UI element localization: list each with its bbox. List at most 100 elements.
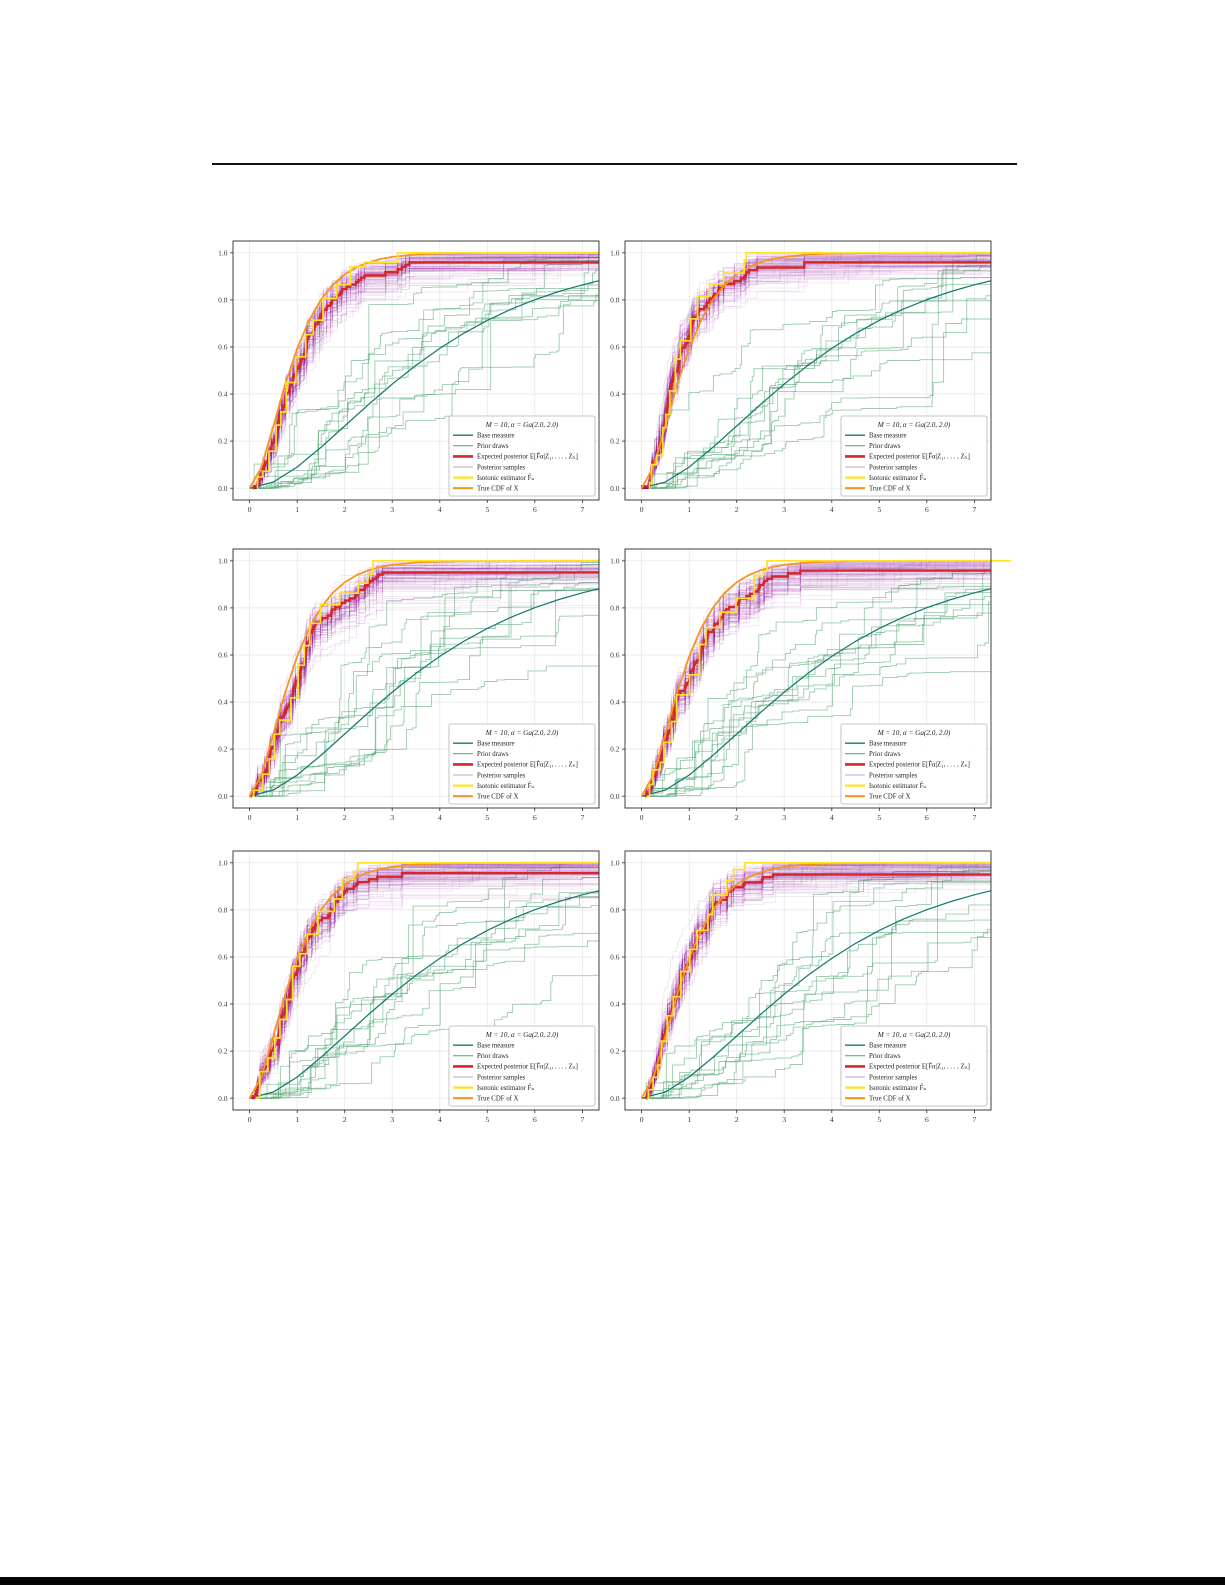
legend-entry-label: Isotonic estimator F̂ₙ — [869, 1085, 926, 1092]
y-tick-label: 0.0 — [610, 1094, 620, 1103]
legend-entry-label: Isotonic estimator F̂ₙ — [477, 783, 534, 790]
legend-entry-label: Prior draws — [869, 1053, 901, 1060]
legend-entry-label: Isotonic estimator F̂ₙ — [477, 475, 534, 482]
legend-title: M = 10, α = Ga(2.0, 2.0) — [877, 729, 951, 737]
x-tick-label: 4 — [830, 813, 834, 822]
x-tick-label: 3 — [390, 813, 394, 822]
x-tick-label: 1 — [295, 1115, 299, 1124]
x-tick-label: 5 — [485, 1115, 489, 1124]
y-tick-label: 0.4 — [218, 390, 228, 399]
legend: M = 10, α = Ga(2.0, 2.0) Base measure Prio… — [448, 723, 596, 805]
cdf-panel-r2c1: 0 1 2 3 4 5 6 7 0.0 0.2 0.4 0.6 0.8 1.0 M = 10, α = Ga… — [218, 548, 600, 822]
x-tick-label: 3 — [782, 813, 786, 822]
x-tick-label: 1 — [687, 813, 691, 822]
y-tick-label: 0.6 — [610, 343, 620, 352]
isotonic-estimator-line — [251, 559, 599, 798]
legend-entry-label: Base measure — [869, 1043, 907, 1050]
y-tick-label: 0.2 — [610, 437, 620, 446]
y-tick-label: 1.0 — [610, 858, 620, 867]
legend-entry-label: True CDF of X — [869, 486, 911, 493]
x-tick-label: 1 — [687, 505, 691, 514]
legend-entry-label: Prior draws — [869, 751, 901, 758]
legend-entry-label: Base measure — [477, 433, 515, 440]
y-tick-label: 0.2 — [218, 1047, 228, 1056]
legend-entry-label: Posterior samples — [477, 772, 525, 779]
x-tick-label: 7 — [972, 505, 976, 514]
base-measure-line — [249, 280, 599, 489]
legend-entry-label: Prior draws — [477, 443, 509, 450]
x-tick-label: 1 — [687, 1115, 691, 1124]
x-tick-label: 5 — [877, 813, 881, 822]
y-tick-label: 0.8 — [218, 906, 228, 915]
y-tick-label: 0.6 — [610, 953, 620, 962]
x-tick-label: 4 — [438, 505, 442, 514]
x-tick-label: 6 — [533, 813, 537, 822]
isotonic-estimator-line — [648, 251, 991, 490]
x-tick-label: 2 — [735, 813, 739, 822]
legend: M = 10, α = Ga(2.0, 2.0) Base measure Prio… — [448, 1025, 596, 1107]
legend-entry-label: True CDF of X — [477, 486, 519, 493]
x-tick-label: 2 — [735, 1115, 739, 1124]
expected-posterior-line — [251, 871, 599, 1100]
y-tick-label: 1.0 — [218, 556, 228, 565]
legend: M = 10, α = Ga(2.0, 2.0) Base measure Prio… — [840, 415, 988, 497]
legend-entry-label: Posterior samples — [869, 772, 917, 779]
y-tick-label: 1.0 — [218, 858, 228, 867]
y-tick-label: 0.0 — [218, 484, 228, 493]
x-tick-label: 2 — [343, 1115, 347, 1124]
legend-entry-label: Base measure — [477, 1043, 515, 1050]
axes: 0 1 2 3 4 5 6 7 0.0 0.2 0.4 0.6 0.8 1.0 — [610, 850, 992, 1124]
y-tick-label: 0.2 — [218, 437, 228, 446]
legend-entry-label: Expected posterior E[F̃α|Z₁, . . . , Zₙ] — [477, 1062, 578, 1070]
x-tick-label: 2 — [343, 813, 347, 822]
legend-entry-label: Expected posterior E[F̃α|Z₁, . . . , Zₙ] — [869, 452, 970, 460]
y-tick-label: 0.0 — [610, 484, 620, 493]
x-tick-label: 4 — [830, 1115, 834, 1124]
y-tick-label: 0.4 — [610, 1000, 620, 1009]
prior-draws-lines — [249, 866, 599, 1099]
x-tick-label: 0 — [248, 1115, 252, 1124]
isotonic-estimator-line — [255, 861, 599, 1100]
y-tick-label: 0.6 — [218, 343, 228, 352]
cdf-panel-r3c1: 0 1 2 3 4 5 6 7 0.0 0.2 0.4 0.6 0.8 1.0 M = 10, α = Ga… — [218, 850, 600, 1124]
x-tick-label: 4 — [830, 505, 834, 514]
legend-entry-label: Prior draws — [477, 1053, 509, 1060]
prior-draws-lines — [641, 866, 991, 1099]
legend-entry-label: Isotonic estimator F̂ₙ — [869, 783, 926, 790]
x-tick-label: 3 — [390, 1115, 394, 1124]
legend-entry-label: Base measure — [869, 741, 907, 748]
base-measure-line — [249, 588, 599, 797]
legend-entry-label: Isotonic estimator F̂ₙ — [477, 1085, 534, 1092]
x-tick-label: 0 — [248, 813, 252, 822]
cdf-panel-r3c2: 0 1 2 3 4 5 6 7 0.0 0.2 0.4 0.6 0.8 1.0 M = 10, α = Ga… — [610, 850, 992, 1124]
x-tick-label: 4 — [438, 813, 442, 822]
x-tick-label: 5 — [485, 813, 489, 822]
base-measure-line — [641, 280, 991, 489]
base-measure-line — [641, 890, 991, 1099]
legend: M = 10, α = Ga(2.0, 2.0) Base measure Prio… — [840, 1025, 988, 1107]
axes: 0 1 2 3 4 5 6 7 0.0 0.2 0.4 0.6 0.8 1.0 — [218, 240, 600, 514]
y-tick-label: 0.8 — [610, 906, 620, 915]
legend-entry-label: True CDF of X — [869, 794, 911, 801]
legend-title: M = 10, α = Ga(2.0, 2.0) — [877, 1031, 951, 1039]
legend-title: M = 10, α = Ga(2.0, 2.0) — [485, 1031, 559, 1039]
y-tick-label: 1.0 — [218, 248, 228, 257]
x-tick-label: 6 — [925, 505, 929, 514]
isotonic-estimator-line — [646, 559, 1012, 798]
y-tick-label: 0.8 — [610, 604, 620, 613]
legend-entry-label: Expected posterior E[F̃α|Z₁, . . . , Zₙ] — [869, 1062, 970, 1070]
x-tick-label: 7 — [580, 505, 584, 514]
legend-entry-label: True CDF of X — [477, 794, 519, 801]
y-tick-label: 0.4 — [610, 390, 620, 399]
y-tick-label: 0.8 — [610, 296, 620, 305]
y-tick-label: 0.0 — [218, 1094, 228, 1103]
x-tick-label: 4 — [438, 1115, 442, 1124]
x-tick-label: 7 — [972, 1115, 976, 1124]
x-tick-label: 3 — [390, 505, 394, 514]
x-tick-label: 6 — [533, 1115, 537, 1124]
y-tick-label: 0.2 — [610, 1047, 620, 1056]
legend-entry-label: Posterior samples — [869, 1074, 917, 1081]
y-tick-label: 0.2 — [610, 745, 620, 754]
x-tick-label: 0 — [640, 505, 644, 514]
